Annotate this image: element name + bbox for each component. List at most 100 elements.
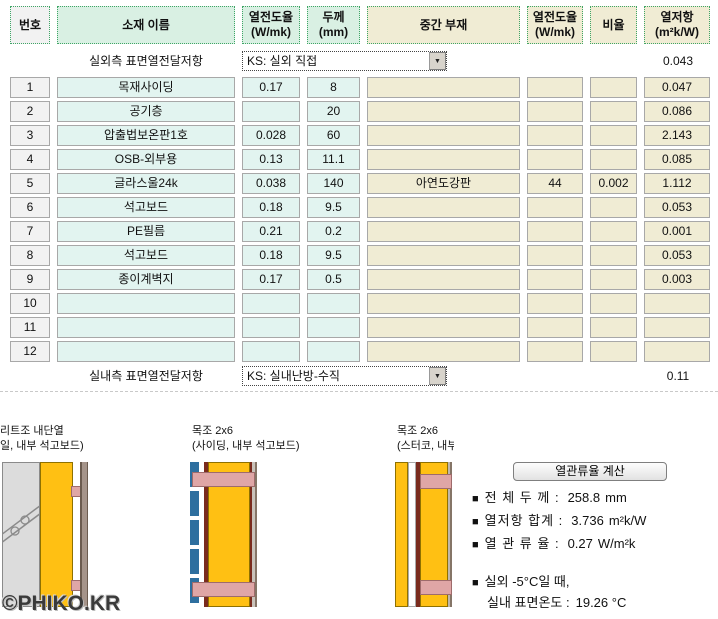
- cell-conductivity[interactable]: 0.028: [242, 125, 300, 146]
- cell-material-name[interactable]: 석고보드: [57, 197, 235, 218]
- cell-row-number: 5: [10, 173, 50, 194]
- cell-row-number: 9: [10, 269, 50, 290]
- col-header-resistance: 열저항 (m²k/W): [644, 6, 710, 44]
- stat-value: 0.27: [567, 536, 593, 551]
- cell-ratio[interactable]: [590, 269, 637, 290]
- cell-material-name[interactable]: 석고보드: [57, 245, 235, 266]
- cell-middle-conductivity[interactable]: [527, 101, 583, 122]
- cell-conductivity[interactable]: 0.038: [242, 173, 300, 194]
- col-header-label: 열저항: [660, 10, 694, 24]
- cell-thickness[interactable]: [307, 341, 360, 362]
- cell-ratio[interactable]: [590, 245, 637, 266]
- cell-conductivity[interactable]: [242, 293, 300, 314]
- cell-ratio[interactable]: 0.002: [590, 173, 637, 194]
- cell-thickness[interactable]: [307, 317, 360, 338]
- cell-thickness[interactable]: 11.1: [307, 149, 360, 170]
- cell-conductivity[interactable]: 0.17: [242, 269, 300, 290]
- outdoor-surface-dropdown[interactable]: KS: 실외 직접 ▼: [242, 51, 447, 71]
- cell-ratio[interactable]: [590, 341, 637, 362]
- indoor-surface-row: 실내측 표면열전달저항 KS: 실내난방-수직 ▼ 0.11: [10, 365, 711, 389]
- wood-blocking: [192, 472, 255, 487]
- note-label: 실내 표면온도 :: [487, 595, 570, 610]
- cell-middle-member[interactable]: [367, 269, 520, 290]
- cell-middle-member[interactable]: [367, 197, 520, 218]
- cell-thickness[interactable]: 20: [307, 101, 360, 122]
- cell-middle-conductivity[interactable]: [527, 197, 583, 218]
- cell-material-name[interactable]: 압출법보온판1호: [57, 125, 235, 146]
- note-unit: °C: [611, 595, 627, 610]
- cell-middle-member[interactable]: [367, 293, 520, 314]
- cell-material-name[interactable]: 글라스울24k: [57, 173, 235, 194]
- cell-material-name[interactable]: 목재사이딩: [57, 77, 235, 98]
- cell-middle-conductivity[interactable]: [527, 125, 583, 146]
- cell-middle-member[interactable]: [367, 125, 520, 146]
- cell-ratio[interactable]: [590, 221, 637, 242]
- cell-thickness[interactable]: 8: [307, 77, 360, 98]
- wood-blocking: [192, 582, 255, 597]
- indoor-surface-dropdown-value[interactable]: KS: 실내난방-수직: [247, 369, 340, 383]
- cell-conductivity[interactable]: 0.17: [242, 77, 300, 98]
- cell-thickness[interactable]: 140: [307, 173, 360, 194]
- insulation-layer: [40, 462, 73, 607]
- outdoor-surface-dropdown-value[interactable]: KS: 실외 직접: [247, 54, 318, 68]
- cell-ratio[interactable]: [590, 317, 637, 338]
- chevron-down-icon[interactable]: ▼: [429, 367, 446, 385]
- cell-resistance: 0.003: [644, 269, 710, 290]
- cell-middle-member[interactable]: [367, 221, 520, 242]
- cell-middle-conductivity[interactable]: [527, 245, 583, 266]
- cell-middle-conductivity[interactable]: 44: [527, 173, 583, 194]
- stud-layer: [204, 462, 208, 607]
- table-row: 7 PE필름 0.21 0.2 0.001: [10, 221, 711, 242]
- cell-thickness[interactable]: 0.5: [307, 269, 360, 290]
- cell-thickness[interactable]: 9.5: [307, 245, 360, 266]
- cell-middle-member[interactable]: [367, 101, 520, 122]
- cell-middle-conductivity[interactable]: [527, 269, 583, 290]
- cell-ratio[interactable]: [590, 77, 637, 98]
- cell-thickness[interactable]: 9.5: [307, 197, 360, 218]
- note-line2: 실내 표면온도 : 19.26 °C: [472, 593, 626, 612]
- cell-conductivity[interactable]: [242, 317, 300, 338]
- stat-row: ■ 열 관 류 율 : 0.27 W/m²k: [472, 533, 646, 556]
- cell-middle-member[interactable]: [367, 341, 520, 362]
- wall-diagram-concrete: [0, 462, 90, 608]
- diagram-label-wood-stucco: 목조 2x6 (스터코, 내부 석고보드): [397, 424, 454, 454]
- cell-middle-conductivity[interactable]: [527, 317, 583, 338]
- cell-material-name[interactable]: OSB-외부용: [57, 149, 235, 170]
- cell-ratio[interactable]: [590, 125, 637, 146]
- cell-ratio[interactable]: [590, 149, 637, 170]
- cell-material-name[interactable]: PE필름: [57, 221, 235, 242]
- cell-material-name[interactable]: 공기층: [57, 101, 235, 122]
- cell-ratio[interactable]: [590, 293, 637, 314]
- cell-conductivity[interactable]: [242, 101, 300, 122]
- cell-conductivity[interactable]: 0.18: [242, 245, 300, 266]
- cell-middle-conductivity[interactable]: [527, 293, 583, 314]
- cell-thickness[interactable]: 0.2: [307, 221, 360, 242]
- cell-conductivity[interactable]: [242, 341, 300, 362]
- cell-middle-conductivity[interactable]: [527, 221, 583, 242]
- cell-middle-member[interactable]: [367, 77, 520, 98]
- cell-material-name[interactable]: [57, 317, 235, 338]
- cell-middle-member[interactable]: [367, 245, 520, 266]
- note-condition: 실외 -5°C일 때,: [484, 574, 570, 589]
- stat-row: ■ 열저항 합계 : 3.736 m²k/W: [472, 510, 646, 533]
- indoor-surface-dropdown[interactable]: KS: 실내난방-수직 ▼: [242, 366, 447, 386]
- cell-conductivity[interactable]: 0.21: [242, 221, 300, 242]
- cell-middle-conductivity[interactable]: [527, 149, 583, 170]
- cell-material-name[interactable]: [57, 293, 235, 314]
- cell-ratio[interactable]: [590, 197, 637, 218]
- cell-material-name[interactable]: [57, 341, 235, 362]
- cell-material-name[interactable]: 종이계벽지: [57, 269, 235, 290]
- cell-thickness[interactable]: [307, 293, 360, 314]
- chevron-down-icon[interactable]: ▼: [429, 52, 446, 70]
- cell-middle-member[interactable]: [367, 317, 520, 338]
- cell-thickness[interactable]: 60: [307, 125, 360, 146]
- calculate-button[interactable]: 열관류율 계산: [513, 462, 667, 481]
- cell-middle-conductivity[interactable]: [527, 341, 583, 362]
- cell-middle-member[interactable]: 아연도강판: [367, 173, 520, 194]
- cell-middle-conductivity[interactable]: [527, 77, 583, 98]
- cell-middle-member[interactable]: [367, 149, 520, 170]
- stud-layer: [416, 462, 420, 607]
- cell-ratio[interactable]: [590, 101, 637, 122]
- cell-conductivity[interactable]: 0.13: [242, 149, 300, 170]
- cell-conductivity[interactable]: 0.18: [242, 197, 300, 218]
